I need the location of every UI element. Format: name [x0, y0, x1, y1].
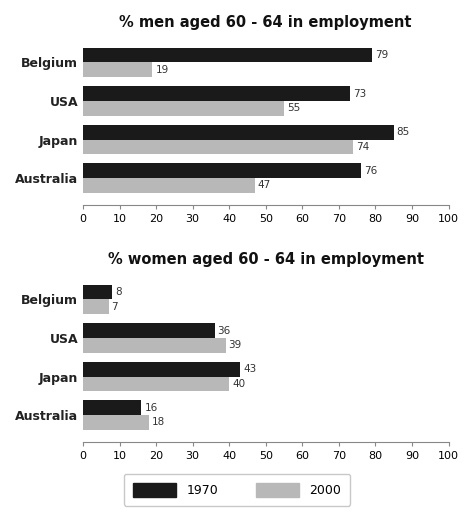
Text: 8: 8 [115, 287, 122, 297]
Bar [83, 300, 109, 314]
Bar [83, 48, 372, 62]
Text: 79: 79 [374, 50, 388, 60]
Bar [83, 140, 354, 154]
Bar [83, 87, 350, 101]
Title: % women aged 60 - 64 in employment: % women aged 60 - 64 in employment [108, 252, 424, 267]
Text: 19: 19 [155, 65, 169, 75]
Text: 73: 73 [353, 89, 366, 99]
Text: 40: 40 [232, 379, 245, 389]
Bar [83, 362, 240, 376]
Bar [83, 62, 153, 77]
Text: 43: 43 [243, 364, 256, 374]
Bar [83, 125, 394, 140]
Text: 16: 16 [145, 403, 158, 413]
Bar [83, 285, 112, 300]
Bar [83, 178, 255, 193]
Text: 74: 74 [356, 142, 370, 152]
Bar [83, 323, 215, 338]
Title: % men aged 60 - 64 in employment: % men aged 60 - 64 in employment [119, 15, 412, 30]
Text: 18: 18 [152, 417, 165, 428]
Text: 7: 7 [111, 302, 118, 312]
Bar [83, 376, 229, 391]
Text: 39: 39 [228, 340, 242, 350]
Text: 47: 47 [258, 180, 271, 190]
Text: 76: 76 [364, 166, 377, 176]
Bar [83, 101, 284, 116]
Bar [83, 415, 149, 430]
Legend: 1970, 2000: 1970, 2000 [124, 474, 350, 506]
Text: 85: 85 [397, 127, 410, 137]
Text: 36: 36 [218, 326, 231, 335]
Bar [83, 163, 361, 178]
Text: 55: 55 [287, 103, 300, 113]
Bar [83, 338, 226, 353]
Bar [83, 400, 141, 415]
